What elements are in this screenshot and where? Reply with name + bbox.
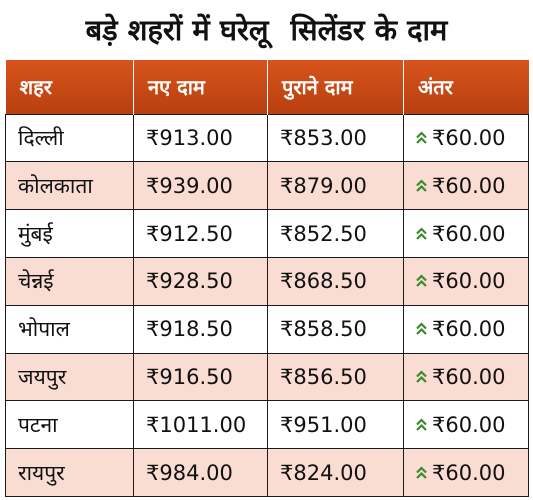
difference-wrap: ₹60.00 xyxy=(416,126,528,150)
cell-difference: ₹60.00 xyxy=(403,400,529,450)
difference-value: ₹60.00 xyxy=(432,460,506,485)
table-row: मुंबई ₹912.50 ₹852.50 ₹60.00 xyxy=(5,209,529,258)
table-body: दिल्ली ₹913.00 ₹853.00 ₹60.00 कोलकाता ₹939.00… xyxy=(5,113,529,497)
double-chevron-up-icon xyxy=(416,418,427,431)
difference-value: ₹60.00 xyxy=(432,173,506,198)
double-chevron-up-icon xyxy=(416,466,427,479)
table-row: रायपुर ₹984.00 ₹824.00 ₹60.00 xyxy=(5,448,529,497)
title-part-1: बड़े शहरों में घरेलू xyxy=(85,12,269,47)
header-old-price: पुराने दाम xyxy=(267,60,404,114)
cell-new-price: ₹913.00 xyxy=(133,113,268,163)
cell-city: जयपुर xyxy=(5,352,134,402)
double-chevron-up-icon xyxy=(416,370,427,383)
cell-new-price: ₹939.00 xyxy=(133,161,268,211)
header-new-price: नए दाम xyxy=(133,60,268,114)
difference-value: ₹60.00 xyxy=(432,125,506,150)
page-title: बड़े शहरों में घरेलू सिलेंडर के दाम xyxy=(0,0,533,58)
difference-value: ₹60.00 xyxy=(432,221,506,246)
cell-old-price: ₹868.50 xyxy=(267,256,404,306)
cell-city: कोलकाता xyxy=(5,161,134,211)
difference-wrap: ₹60.00 xyxy=(416,461,528,485)
cell-difference: ₹60.00 xyxy=(403,113,529,163)
difference-wrap: ₹60.00 xyxy=(416,365,528,389)
difference-wrap: ₹60.00 xyxy=(416,174,528,198)
title-part-2: सिलेंडर के दाम xyxy=(290,12,448,47)
cell-city: दिल्ली xyxy=(5,113,134,163)
double-chevron-up-icon xyxy=(416,226,427,240)
difference-value: ₹60.00 xyxy=(432,364,506,389)
cell-difference: ₹60.00 xyxy=(403,256,529,306)
header-difference: अंतर xyxy=(403,60,529,114)
cell-old-price: ₹858.50 xyxy=(267,304,404,354)
cell-new-price: ₹918.50 xyxy=(133,304,268,354)
cell-difference: ₹60.00 xyxy=(403,448,529,497)
difference-wrap: ₹60.00 xyxy=(416,269,528,293)
cell-old-price: ₹856.50 xyxy=(267,352,404,402)
cell-city: मुंबई xyxy=(5,209,134,258)
cell-old-price: ₹853.00 xyxy=(267,113,404,163)
cell-difference: ₹60.00 xyxy=(403,304,529,354)
cell-difference: ₹60.00 xyxy=(403,209,529,258)
cell-city: भोपाल xyxy=(5,304,134,354)
cell-difference: ₹60.00 xyxy=(403,352,529,402)
cell-new-price: ₹916.50 xyxy=(133,352,268,402)
table-row: दिल्ली ₹913.00 ₹853.00 ₹60.00 xyxy=(5,113,529,163)
cell-new-price: ₹912.50 xyxy=(133,209,268,258)
cell-city: रायपुर xyxy=(5,448,134,497)
header-row: शहर नए दाम पुराने दाम अंतर xyxy=(5,60,529,114)
cell-old-price: ₹879.00 xyxy=(267,161,404,211)
cell-new-price: ₹984.00 xyxy=(133,448,268,497)
double-chevron-up-icon xyxy=(416,131,427,144)
cell-difference: ₹60.00 xyxy=(403,161,529,211)
double-chevron-up-icon xyxy=(416,322,427,335)
difference-wrap: ₹60.00 xyxy=(416,317,528,341)
difference-value: ₹60.00 xyxy=(432,412,506,437)
difference-wrap: ₹60.00 xyxy=(416,222,528,246)
table-header: शहर नए दाम पुराने दाम अंतर xyxy=(5,60,529,114)
table-row: चेन्नई ₹928.50 ₹868.50 ₹60.00 xyxy=(5,256,529,306)
cell-city: पटना xyxy=(5,400,134,450)
cell-new-price: ₹1011.00 xyxy=(133,400,268,450)
table-row: भोपाल ₹918.50 ₹858.50 ₹60.00 xyxy=(5,304,529,354)
cell-new-price: ₹928.50 xyxy=(133,256,268,306)
table-row: पटना ₹1011.00 ₹951.00 ₹60.00 xyxy=(5,400,529,450)
cell-city: चेन्नई xyxy=(5,256,134,306)
cell-old-price: ₹852.50 xyxy=(267,209,404,258)
table-row: जयपुर ₹916.50 ₹856.50 ₹60.00 xyxy=(5,352,529,402)
double-chevron-up-icon xyxy=(416,274,427,288)
difference-wrap: ₹60.00 xyxy=(416,413,528,437)
header-city: शहर xyxy=(5,60,134,114)
table-row: कोलकाता ₹939.00 ₹879.00 ₹60.00 xyxy=(5,161,529,211)
difference-value: ₹60.00 xyxy=(432,317,506,342)
difference-value: ₹60.00 xyxy=(432,269,506,294)
cell-old-price: ₹951.00 xyxy=(267,400,404,450)
cylinder-price-table: शहर नए दाम पुराने दाम अंतर दिल्ली ₹913.00… xyxy=(5,60,529,497)
cell-old-price: ₹824.00 xyxy=(267,448,404,497)
double-chevron-up-icon xyxy=(416,179,427,192)
